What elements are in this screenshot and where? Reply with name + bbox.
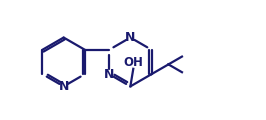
Text: N: N	[59, 80, 69, 93]
Text: N: N	[104, 68, 114, 81]
Text: OH: OH	[123, 56, 143, 69]
Text: N: N	[125, 31, 136, 44]
